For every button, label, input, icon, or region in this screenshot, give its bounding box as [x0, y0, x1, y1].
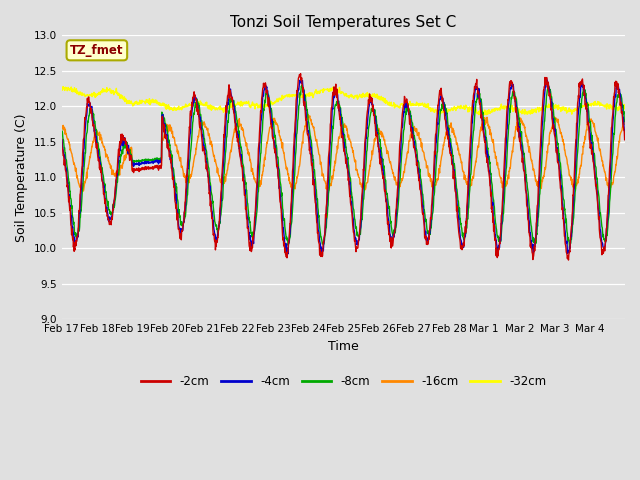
Y-axis label: Soil Temperature (C): Soil Temperature (C): [15, 113, 28, 241]
Text: TZ_fmet: TZ_fmet: [70, 44, 124, 57]
Legend: -2cm, -4cm, -8cm, -16cm, -32cm: -2cm, -4cm, -8cm, -16cm, -32cm: [136, 371, 551, 393]
Title: Tonzi Soil Temperatures Set C: Tonzi Soil Temperatures Set C: [230, 15, 456, 30]
X-axis label: Time: Time: [328, 340, 358, 353]
